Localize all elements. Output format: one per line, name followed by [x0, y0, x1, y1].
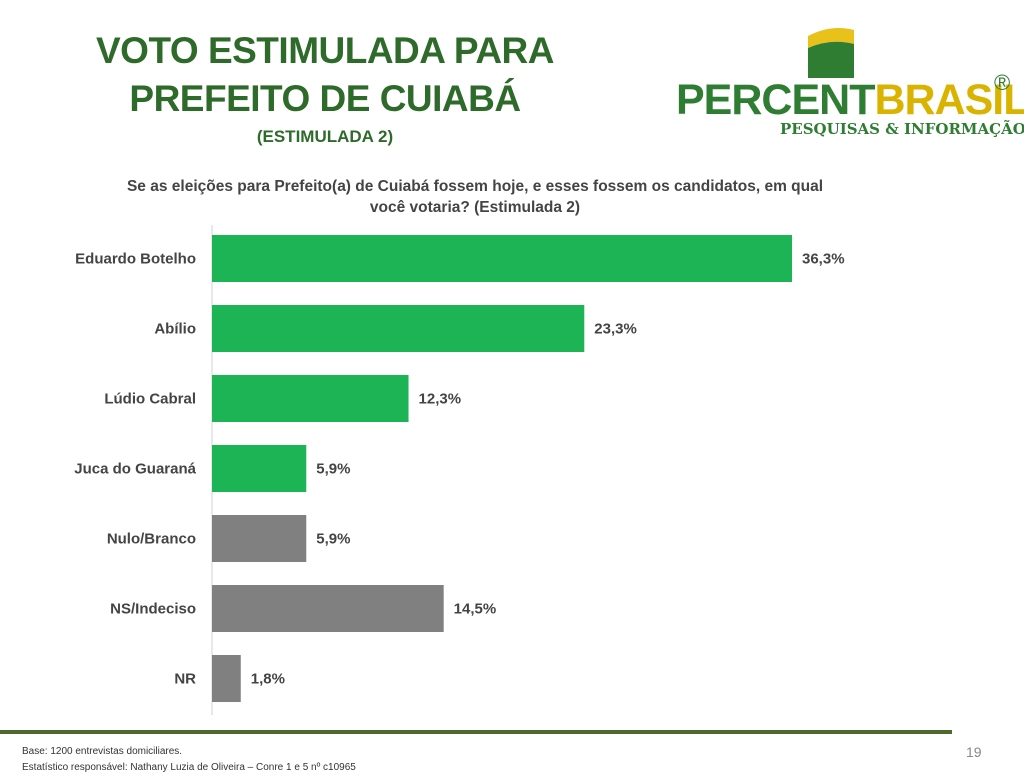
value-label: 5,9%	[316, 461, 350, 478]
subtitle: (ESTIMULADA 2)	[256, 127, 394, 146]
logo-wordmark: PERCENTBRASIL	[676, 76, 1024, 125]
bar-0	[212, 235, 792, 282]
bar-4	[212, 515, 307, 562]
footer-statistician: Estatístico responsável: Nathany Luzia d…	[22, 762, 356, 773]
registered-mark: ®	[994, 70, 1011, 95]
bar-5	[212, 585, 444, 632]
value-label: 36,3%	[802, 251, 845, 268]
flag-icon	[808, 28, 854, 78]
title-line-2: PREFEITO DE CUIABÁ	[129, 78, 521, 119]
bar-1	[212, 305, 585, 352]
value-label: 5,9%	[316, 531, 350, 548]
value-label: 1,8%	[251, 671, 285, 688]
logo-tagline: PESQUISAS & INFORMAÇÃO	[780, 120, 1024, 138]
page-number: 19	[966, 744, 982, 760]
category-label: NS/Indeciso	[110, 601, 196, 618]
question-line-2: você votaria? (Estimulada 2)	[369, 199, 581, 216]
question-line-1: Se as eleições para Prefeito(a) de Cuiab…	[126, 178, 824, 195]
title-line-1: VOTO ESTIMULADA PARA	[96, 30, 555, 71]
survey-question: Se as eleições para Prefeito(a) de Cuiab…	[110, 176, 840, 218]
value-label: 23,3%	[594, 321, 637, 338]
value-label: 12,3%	[419, 391, 462, 408]
category-label: Juca do Guaraná	[74, 461, 196, 478]
percentbrasil-logo: PERCENTBRASIL ® PESQUISAS & INFORMAÇÃO	[676, 20, 1024, 150]
logo-word-brasil: BRASIL	[874, 76, 1024, 124]
bar-6	[212, 655, 241, 702]
category-label: NR	[174, 671, 196, 688]
bar-2	[212, 375, 409, 422]
bar-3	[212, 445, 307, 492]
category-label: Lúdio Cabral	[104, 391, 196, 408]
value-label: 14,5%	[454, 601, 497, 618]
footer-base: Base: 1200 entrevistas domiciliares.	[22, 746, 183, 757]
category-label: Nulo/Branco	[107, 531, 196, 548]
category-label: Eduardo Botelho	[75, 251, 196, 268]
logo-word-percent: PERCENT	[676, 76, 875, 124]
category-label: Abílio	[154, 321, 196, 338]
footer-divider	[0, 730, 952, 734]
bar-chart: Eduardo Botelho 36,3% Abílio 23,3% Lúdio Cab…	[74, 225, 845, 715]
